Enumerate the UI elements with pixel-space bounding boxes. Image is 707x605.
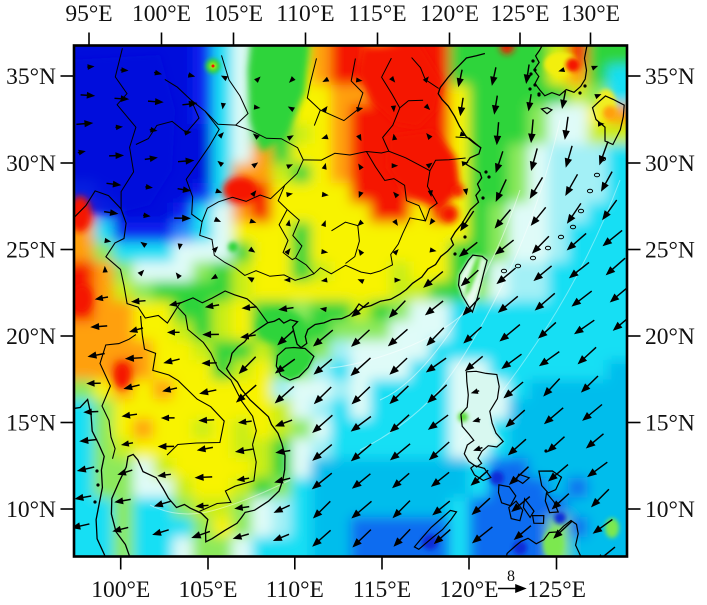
svg-text:25°N: 25°N	[645, 238, 695, 264]
svg-text:35°N: 35°N	[6, 64, 56, 90]
svg-text:8: 8	[507, 568, 515, 585]
svg-text:130°E: 130°E	[561, 1, 620, 27]
svg-text:10°N: 10°N	[6, 497, 56, 523]
svg-text:110°E: 110°E	[266, 577, 324, 600]
svg-text:100°E: 100°E	[132, 1, 191, 27]
svg-text:20°N: 20°N	[6, 324, 56, 350]
svg-text:110°E: 110°E	[276, 1, 334, 27]
svg-text:10°N: 10°N	[645, 497, 695, 523]
svg-text:30°N: 30°N	[6, 151, 56, 177]
svg-text:115°E: 115°E	[353, 577, 411, 600]
svg-text:95°E: 95°E	[65, 1, 112, 27]
svg-text:15°N: 15°N	[645, 411, 695, 437]
svg-text:100°E: 100°E	[91, 577, 150, 600]
svg-text:120°E: 120°E	[439, 577, 498, 600]
svg-text:125°E: 125°E	[527, 577, 586, 600]
svg-text:30°N: 30°N	[645, 151, 695, 177]
svg-text:125°E: 125°E	[490, 1, 549, 27]
svg-text:15°N: 15°N	[6, 411, 56, 437]
svg-text:35°N: 35°N	[645, 64, 695, 90]
svg-text:105°E: 105°E	[204, 1, 263, 27]
svg-text:20°N: 20°N	[645, 324, 695, 350]
svg-text:115°E: 115°E	[348, 1, 406, 27]
svg-text:120°E: 120°E	[420, 1, 479, 27]
svg-text:105°E: 105°E	[178, 577, 237, 600]
svg-text:25°N: 25°N	[6, 238, 56, 264]
